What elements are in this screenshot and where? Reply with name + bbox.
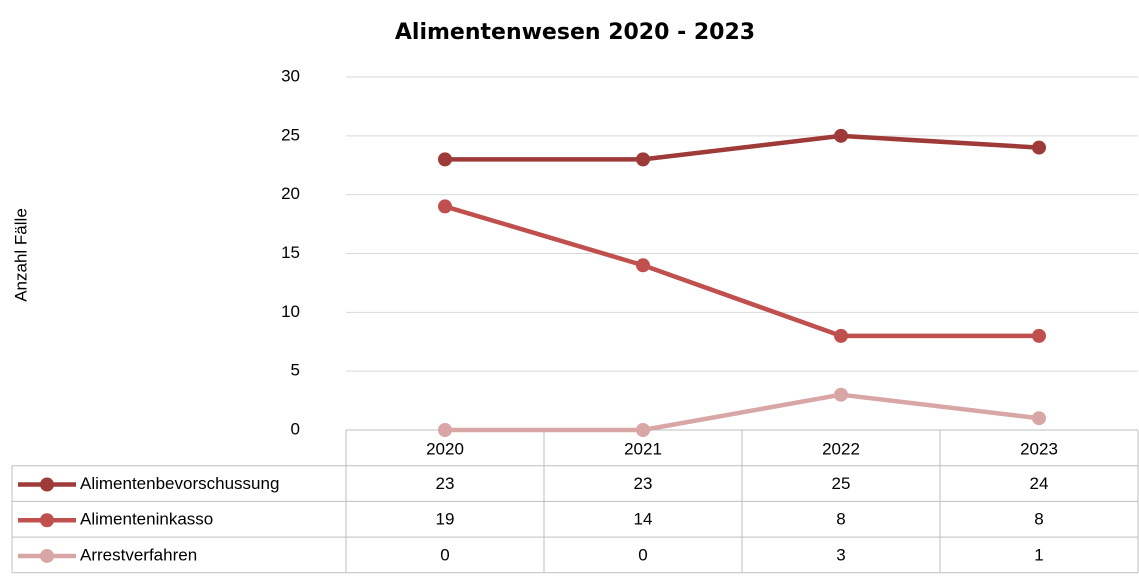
point — [1032, 411, 1046, 426]
table-cell: 3 — [836, 545, 845, 564]
y-tick-label: 30 — [281, 66, 300, 85]
legend-marker — [40, 548, 54, 563]
y-tick-label: 25 — [281, 125, 300, 144]
point — [834, 328, 848, 343]
legend-label: Alimentenbevorschussung — [80, 474, 279, 493]
y-tick-label: 5 — [291, 361, 300, 380]
point — [1032, 328, 1046, 343]
y-tick-label: 10 — [281, 302, 300, 321]
point — [834, 128, 848, 143]
point — [636, 258, 650, 273]
point — [1032, 140, 1046, 155]
point — [636, 152, 650, 167]
chart-title: Alimentenwesen 2020 - 2023 — [395, 20, 755, 45]
series-line — [445, 133, 1040, 162]
point — [438, 423, 452, 437]
legend-marker — [40, 513, 54, 528]
table-cell: 8 — [1034, 510, 1043, 529]
y-tick-label: 20 — [281, 184, 300, 203]
legend-marker — [40, 477, 54, 492]
y-tick-label: 15 — [281, 243, 300, 262]
x-tick-label: 2021 — [624, 439, 662, 458]
legend-label: Alimenteninkasso — [80, 510, 213, 529]
x-tick-label: 2023 — [1020, 439, 1058, 458]
table-cell: 8 — [836, 510, 845, 529]
series-line — [444, 204, 1039, 339]
x-tick-label: 2022 — [822, 439, 860, 458]
series-line — [445, 392, 1040, 433]
table-cell: 0 — [638, 545, 647, 564]
point — [438, 152, 452, 167]
point — [636, 423, 650, 437]
y-axis-label: Anzahl Fälle — [11, 208, 30, 302]
table-cell: 14 — [634, 510, 653, 529]
legend-label: Arrestverfahren — [80, 545, 197, 564]
table-cell: 23 — [634, 474, 653, 493]
table-cell: 23 — [436, 474, 455, 493]
table-cell: 1 — [1034, 545, 1043, 564]
point — [438, 199, 452, 214]
table-cell: 0 — [440, 545, 449, 564]
point — [834, 387, 848, 402]
table-cell: 25 — [832, 474, 851, 493]
table-cell: 24 — [1030, 474, 1049, 493]
y-tick-label: 0 — [291, 419, 300, 438]
x-tick-label: 2020 — [426, 439, 464, 458]
table-cell: 19 — [436, 510, 455, 529]
